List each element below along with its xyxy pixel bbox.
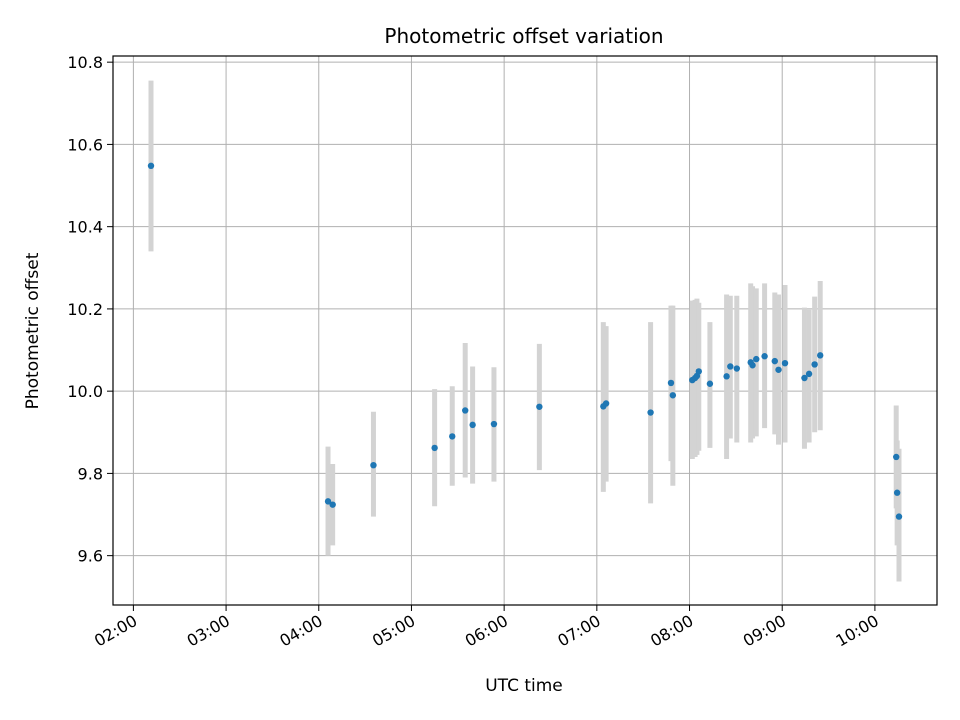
data-point: [753, 355, 760, 363]
data-point: [695, 368, 702, 375]
y-tick-label: 10.8: [67, 53, 103, 72]
data-point: [895, 513, 903, 520]
data-point: [647, 409, 654, 416]
x-axis-label: UTC time: [485, 676, 563, 696]
data-point: [893, 453, 900, 461]
data-point: [723, 373, 730, 380]
y-axis: 9.6 9.8 10.0 10.2 10.4 10.6 10.8: [67, 53, 113, 566]
data-point: [771, 357, 778, 365]
data-point: [781, 359, 789, 367]
data-point: [324, 498, 332, 505]
y-tick-label: 10.6: [67, 135, 103, 154]
y-tick-label: 10.0: [67, 382, 103, 401]
data-points: [147, 162, 903, 520]
data-point: [370, 461, 377, 469]
data-point: [147, 162, 155, 169]
data-point: [893, 489, 901, 496]
y-tick-label: 10.2: [67, 300, 103, 319]
data-point: [706, 380, 714, 387]
y-tick-label: 9.8: [78, 464, 103, 483]
data-point: [329, 501, 336, 508]
y-tick-label: 10.4: [67, 218, 103, 237]
data-point: [727, 363, 734, 370]
y-axis-label: Photometric offset: [23, 252, 43, 409]
plot-frame: [112, 55, 938, 606]
data-point: [449, 433, 456, 440]
data-point: [749, 362, 756, 369]
data-point: [490, 420, 498, 428]
data-point: [469, 421, 476, 429]
chart-title: Photometric offset variation: [384, 24, 663, 48]
data-point: [733, 365, 740, 372]
grid: [113, 56, 937, 605]
data-point: [805, 370, 813, 378]
data-point: [536, 403, 543, 410]
y-tick-label: 9.6: [78, 547, 103, 566]
data-point: [817, 352, 824, 359]
data-point: [462, 407, 469, 414]
data-point: [811, 361, 818, 368]
data-point: [602, 400, 610, 407]
data-point: [667, 379, 675, 387]
data-point: [431, 444, 438, 452]
data-point: [801, 374, 808, 382]
data-point: [775, 366, 782, 373]
data-point: [761, 353, 768, 360]
data-point: [669, 392, 677, 399]
